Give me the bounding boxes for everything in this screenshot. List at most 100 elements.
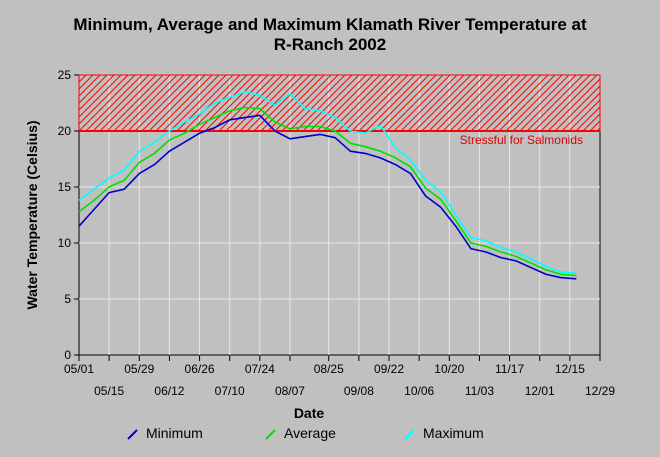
x-tick-label: 11/17 xyxy=(495,362,524,376)
hatch-line xyxy=(79,75,94,90)
hatch-line xyxy=(561,92,600,131)
hatch-line xyxy=(85,75,143,131)
x-tick-label: 11/03 xyxy=(465,384,494,398)
series-line-minimum xyxy=(78,114,577,280)
hatch-line xyxy=(79,75,136,131)
hatch-line xyxy=(575,106,600,131)
y-axis-ticks: 0 5 10 15 20 25 xyxy=(58,68,79,362)
legend-item-minimum: Minimum xyxy=(127,425,203,441)
x-tick-label: 12/29 xyxy=(585,384,615,398)
hatch-line xyxy=(498,75,556,131)
hatch-line xyxy=(505,75,563,131)
hatch-line xyxy=(190,75,248,131)
plot-area xyxy=(78,74,601,356)
hatch-line xyxy=(484,75,542,131)
y-axis-label: Water Temperature (Celsius) xyxy=(24,120,40,309)
x-tick-label: 10/06 xyxy=(404,384,434,398)
hatch-line xyxy=(274,75,332,131)
x-tick-label: 08/25 xyxy=(314,362,344,376)
hatch-line xyxy=(372,75,430,131)
hatch-line xyxy=(281,75,339,131)
legend-label-minimum: Minimum xyxy=(146,425,203,441)
y-tick-label: 0 xyxy=(64,348,71,362)
hatch-line xyxy=(554,85,600,131)
hatch-line xyxy=(393,75,451,131)
hatch-line xyxy=(79,75,101,97)
y-tick-label: 25 xyxy=(58,68,72,82)
hatch-line xyxy=(79,75,122,118)
hatch-line xyxy=(148,75,206,131)
hatch-line xyxy=(120,75,178,131)
hatch-line xyxy=(225,75,283,131)
legend-swatch-maximum xyxy=(404,429,415,440)
hatch-line xyxy=(456,75,514,131)
hatch-line xyxy=(79,75,108,104)
hatch-line xyxy=(540,75,598,131)
x-tick-label: 12/15 xyxy=(555,362,585,376)
hatch-line xyxy=(134,75,192,131)
hatch-line xyxy=(421,75,479,131)
x-tick-label: 05/29 xyxy=(124,362,154,376)
x-axis-ticks: 05/01 05/29 06/26 07/24 08/25 09/22 10/20 11/17… xyxy=(64,355,615,398)
hatch-line xyxy=(351,75,409,131)
hatch-line xyxy=(309,75,367,131)
hatch-line xyxy=(449,75,507,131)
grid xyxy=(79,75,600,355)
hatch-line xyxy=(491,75,549,131)
hatch-line xyxy=(428,75,486,131)
hatch-line xyxy=(169,75,227,131)
hatch-line xyxy=(246,75,304,131)
legend-item-average: Average xyxy=(265,425,336,441)
hatch-line xyxy=(442,75,500,131)
legend-label-maximum: Maximum xyxy=(423,425,484,441)
hatch-line xyxy=(302,75,360,131)
hatch-line xyxy=(232,75,290,131)
hatch-line xyxy=(323,75,381,131)
hatch-line xyxy=(253,75,311,131)
hatch-line xyxy=(204,75,262,131)
hatch-line xyxy=(79,75,129,125)
chart-title: Minimum, Average and Maximum Klamath Riv… xyxy=(73,15,587,34)
x-tick-label: 09/22 xyxy=(374,362,404,376)
hatch-line xyxy=(183,75,241,131)
hatch-line xyxy=(618,75,660,131)
y-tick-label: 10 xyxy=(58,236,72,250)
hatch-line xyxy=(547,78,600,131)
x-tick-label: 07/24 xyxy=(245,362,275,376)
x-tick-label: 05/01 xyxy=(64,362,94,376)
hatch-line xyxy=(470,75,528,131)
hatch-line xyxy=(435,75,493,131)
stressful-zone-hatch xyxy=(78,74,660,132)
hatch-line xyxy=(512,75,570,131)
chart-subtitle: R-Ranch 2002 xyxy=(274,35,386,54)
hatch-line xyxy=(288,75,346,131)
x-tick-label: 06/26 xyxy=(185,362,215,376)
y-tick-label: 20 xyxy=(58,124,72,138)
hatch-lines xyxy=(79,75,660,131)
hatch-line xyxy=(155,75,213,131)
x-tick-label: 05/15 xyxy=(94,384,124,398)
hatch-line xyxy=(604,75,660,131)
hatch-line xyxy=(239,75,297,131)
hatch-line xyxy=(589,120,600,131)
hatch-line xyxy=(162,75,220,131)
hatch-line xyxy=(92,75,150,131)
hatch-line xyxy=(526,75,584,131)
hatch-line xyxy=(582,113,600,131)
x-tick-label: 12/01 xyxy=(525,384,555,398)
hatch-line xyxy=(414,75,472,131)
hatch-line xyxy=(295,75,353,131)
series-layer xyxy=(78,91,577,280)
series-line-maximum xyxy=(78,91,577,274)
hatch-line xyxy=(519,75,577,131)
hatch-line xyxy=(533,75,591,131)
hatch-line xyxy=(358,75,416,131)
hatch-line xyxy=(463,75,521,131)
hatch-line xyxy=(365,75,423,131)
hatch-line xyxy=(344,75,402,131)
hatch-line xyxy=(141,75,199,131)
hatch-line xyxy=(611,75,660,131)
threshold-label: Stressful for Salmonids xyxy=(460,133,583,147)
x-axis-label: Date xyxy=(294,405,325,421)
